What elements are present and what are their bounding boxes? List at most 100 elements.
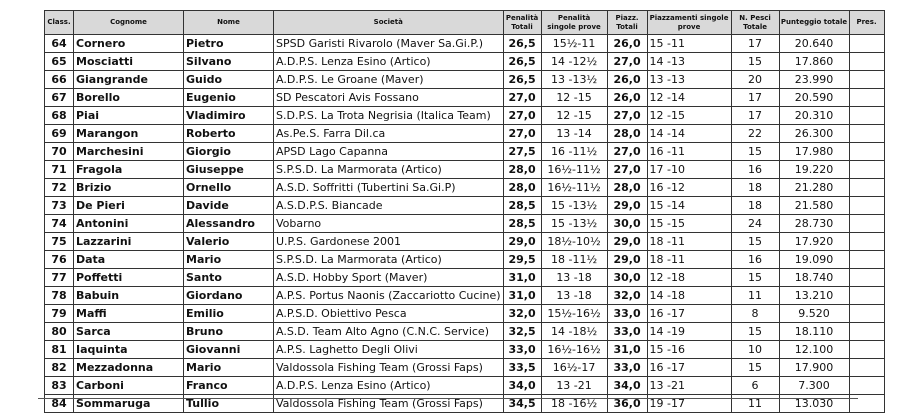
placement-total-cell: 32,0 — [606, 286, 648, 305]
score-total-cell: 17.860 — [778, 52, 850, 71]
placement-total-cell: 33,0 — [606, 322, 648, 341]
class-cell: 68 — [44, 106, 74, 125]
penalty-single-cell: 13 -21 — [540, 376, 608, 395]
placement-total-cell: 27,0 — [606, 160, 648, 179]
penalty-single-cell: 15½-16½ — [540, 304, 608, 323]
pres-cell — [848, 340, 885, 359]
score-total-cell: 7.300 — [778, 376, 850, 395]
placement-total-cell: 27,0 — [606, 106, 648, 125]
name-cell: Vladimiro — [183, 106, 274, 125]
score-total-cell: 13.210 — [778, 286, 850, 305]
score-total-cell: 20.310 — [778, 106, 850, 125]
club-cell: S.D.P.S. La Trota Negrisia (Italica Team… — [273, 106, 504, 125]
table-row: 79 Maffi Emilio A.P.S.D. Obiettivo Pesca 32,… — [44, 304, 885, 323]
score-total-cell: 20.590 — [778, 88, 850, 107]
surname-cell: Maffi — [73, 304, 184, 323]
surname-cell: Marchesini — [73, 142, 184, 161]
placements-single-cell: 16 -12 — [646, 178, 732, 197]
penalty-single-cell: 15 -13½ — [540, 214, 608, 233]
penalty-single-cell: 13 -18 — [540, 268, 608, 287]
name-cell: Guido — [183, 70, 274, 89]
fish-total-cell: 17 — [730, 34, 780, 53]
table-row: 76 Data Mario S.P.S.D. La Marmorata (Artico… — [44, 250, 885, 269]
fish-total-cell: 16 — [730, 160, 780, 179]
placements-single-cell: 12 -18 — [646, 268, 732, 287]
header-penalty-total: Penalità Totali — [502, 10, 542, 35]
name-cell: Mario — [183, 250, 274, 269]
score-total-cell: 9.520 — [778, 304, 850, 323]
penalty-total-cell: 33,0 — [502, 340, 542, 359]
name-cell: Emilio — [183, 304, 274, 323]
placement-total-cell: 30,0 — [606, 214, 648, 233]
placement-total-cell: 28,0 — [606, 178, 648, 197]
header-placement-total: Piazz. Totali — [606, 10, 648, 35]
bottom-divider — [38, 398, 858, 399]
pres-cell — [848, 178, 885, 197]
class-cell: 72 — [44, 178, 74, 197]
surname-cell: Poffetti — [73, 268, 184, 287]
table-row: 65 Mosciatti Silvano A.D.P.S. Lenza Esino (… — [44, 52, 885, 71]
pres-cell — [848, 232, 885, 251]
class-cell: 70 — [44, 142, 74, 161]
penalty-total-cell: 27,5 — [502, 142, 542, 161]
pres-cell — [848, 160, 885, 179]
surname-cell: Borello — [73, 88, 184, 107]
name-cell: Davide — [183, 196, 274, 215]
surname-cell: Iaquinta — [73, 340, 184, 359]
class-cell: 81 — [44, 340, 74, 359]
class-cell: 75 — [44, 232, 74, 251]
ranking-table: Class. Cognome Nome Società Penalità Tot… — [44, 10, 885, 413]
header-name: Nome — [183, 10, 274, 35]
surname-cell: Data — [73, 250, 184, 269]
fish-total-cell: 17 — [730, 88, 780, 107]
surname-cell: De Pieri — [73, 196, 184, 215]
surname-cell: Fragola — [73, 160, 184, 179]
fish-total-cell: 24 — [730, 214, 780, 233]
name-cell: Ornello — [183, 178, 274, 197]
penalty-single-cell: 12 -15 — [540, 88, 608, 107]
penalty-single-cell: 13 -13½ — [540, 70, 608, 89]
club-cell: A.P.S.D. Obiettivo Pesca — [273, 304, 504, 323]
placement-total-cell: 34,0 — [606, 376, 648, 395]
club-cell: SD Pescatori Avis Fossano — [273, 88, 504, 107]
table-row: 71 Fragola Giuseppe S.P.S.D. La Marmorata (… — [44, 160, 885, 179]
score-total-cell: 26.300 — [778, 124, 850, 143]
surname-cell: Carboni — [73, 376, 184, 395]
club-cell: S.P.S.D. La Marmorata (Artico) — [273, 250, 504, 269]
placements-single-cell: 16 -17 — [646, 358, 732, 377]
class-cell: 66 — [44, 70, 74, 89]
pres-cell — [848, 124, 885, 143]
fish-total-cell: 22 — [730, 124, 780, 143]
club-cell: Valdossola Fishing Team (Grossi Faps) — [273, 358, 504, 377]
penalty-total-cell: 34,0 — [502, 376, 542, 395]
placement-total-cell: 33,0 — [606, 304, 648, 323]
placement-total-cell: 29,0 — [606, 232, 648, 251]
header-score-total: Punteggio totale — [778, 10, 850, 35]
penalty-total-cell: 26,5 — [502, 70, 542, 89]
placement-total-cell: 29,0 — [606, 196, 648, 215]
table-row: 80 Sarca Bruno A.S.D. Team Alto Agno (C.N.C… — [44, 322, 885, 341]
placements-single-cell: 14 -18 — [646, 286, 732, 305]
pres-cell — [848, 52, 885, 71]
name-cell: Bruno — [183, 322, 274, 341]
placements-single-cell: 15 -11 — [646, 34, 732, 53]
pres-cell — [848, 376, 885, 395]
class-cell: 69 — [44, 124, 74, 143]
table-row: 70 Marchesini Giorgio APSD Lago Capanna 27,5… — [44, 142, 885, 161]
header-penalty-single: Penalità singole prove — [540, 10, 608, 35]
club-cell: A.S.D. Hobby Sport (Maver) — [273, 268, 504, 287]
surname-cell: Giangrande — [73, 70, 184, 89]
fish-total-cell: 20 — [730, 70, 780, 89]
placements-single-cell: 16 -11 — [646, 142, 732, 161]
surname-cell: Marangon — [73, 124, 184, 143]
placements-single-cell: 16 -17 — [646, 304, 732, 323]
name-cell: Alessandro — [183, 214, 274, 233]
placements-single-cell: 18 -11 — [646, 232, 732, 251]
placements-single-cell: 15 -14 — [646, 196, 732, 215]
class-cell: 64 — [44, 34, 74, 53]
club-cell: A.D.P.S. Lenza Esino (Artico) — [273, 52, 504, 71]
penalty-single-cell: 18 -11½ — [540, 250, 608, 269]
surname-cell: Mezzadonna — [73, 358, 184, 377]
surname-cell: Piai — [73, 106, 184, 125]
fish-total-cell: 15 — [730, 142, 780, 161]
